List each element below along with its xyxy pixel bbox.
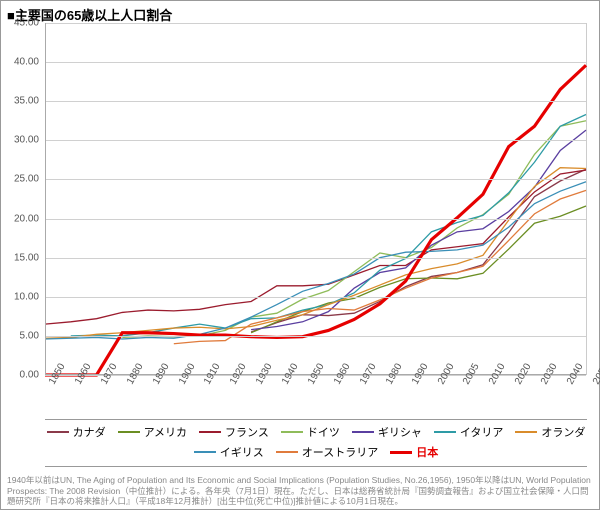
legend-label: カナダ	[73, 424, 106, 440]
legend-label: オーストラリア	[302, 444, 378, 460]
legend-label: イタリア	[460, 424, 504, 440]
legend-label: フランス	[225, 424, 269, 440]
legend-label: オランダ	[541, 424, 585, 440]
legend-swatch	[47, 431, 69, 433]
legend-item: アメリカ	[118, 424, 187, 440]
series-アメリカ	[251, 206, 586, 333]
y-tick-label: 45.00	[3, 18, 39, 29]
legend-item: フランス	[199, 424, 269, 440]
legend-item: イタリア	[434, 424, 504, 440]
legend-swatch	[352, 431, 374, 433]
legend: カナダ アメリカ フランス ドイツ ギリシャ イタリア オランダイギリス オーストラリア 日本	[45, 419, 587, 467]
legend-item: オーストラリア	[276, 444, 378, 460]
legend-item: オランダ	[515, 424, 585, 440]
legend-item: カナダ	[47, 424, 106, 440]
legend-swatch	[281, 431, 303, 433]
legend-item: 日本	[390, 444, 438, 460]
legend-swatch	[194, 451, 216, 453]
legend-swatch	[199, 431, 221, 433]
y-tick-label: 30.00	[3, 135, 39, 146]
series-フランス	[45, 170, 586, 324]
legend-label: ギリシャ	[378, 424, 422, 440]
y-tick-label: 15.00	[3, 252, 39, 263]
series-ドイツ	[122, 121, 586, 338]
legend-label: 日本	[416, 444, 438, 460]
y-tick-label: 35.00	[3, 96, 39, 107]
legend-swatch	[118, 431, 140, 433]
plot-area	[45, 23, 587, 375]
y-tick-label: 10.00	[3, 291, 39, 302]
legend-label: イギリス	[220, 444, 264, 460]
legend-swatch	[515, 431, 537, 433]
legend-swatch	[390, 451, 412, 454]
x-axis-labels: 1850186018701880189019001910192019301940…	[45, 377, 587, 419]
chart-title: ■主要国の65歳以上人口割合	[1, 1, 599, 24]
x-tick-label: 2050	[591, 362, 600, 387]
legend-swatch	[276, 451, 298, 453]
series-カナダ	[251, 169, 586, 332]
y-axis	[45, 23, 46, 375]
line-chart-svg	[45, 23, 586, 375]
y-tick-label: 25.00	[3, 174, 39, 185]
y-tick-label: 20.00	[3, 213, 39, 224]
chart-container: ■主要国の65歳以上人口割合 0.00 5.00 10.00 15.00 20.00 25…	[0, 0, 600, 510]
legend-item: ドイツ	[281, 424, 340, 440]
y-tick-label: 40.00	[3, 57, 39, 68]
y-tick-label: 5.00	[3, 330, 39, 341]
footnote: 1940年以前はUN, The Aging of Population and …	[7, 475, 593, 507]
legend-item: イギリス	[194, 444, 264, 460]
y-tick-label: 0.00	[3, 370, 39, 381]
legend-swatch	[434, 431, 456, 433]
legend-item: ギリシャ	[352, 424, 422, 440]
legend-label: ドイツ	[307, 424, 340, 440]
legend-label: アメリカ	[144, 424, 187, 440]
